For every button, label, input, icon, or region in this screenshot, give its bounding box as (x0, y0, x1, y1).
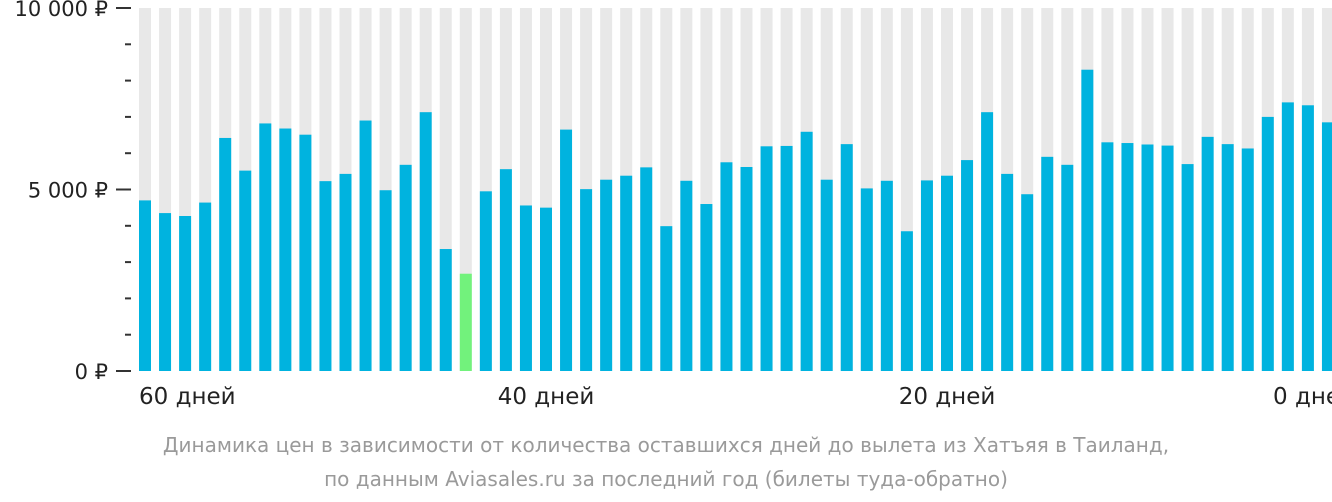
bar (1241, 148, 1254, 371)
bar (1141, 144, 1154, 371)
bar (820, 179, 833, 371)
bar (1321, 122, 1332, 371)
price-bar-chart: 0 ₽ 5 000 ₽ 10 000 ₽ 60 дней 40 дней 20 дней… (14, 0, 1332, 410)
bar (740, 166, 753, 371)
bar (560, 129, 573, 371)
bar (580, 189, 593, 371)
bar (239, 170, 252, 371)
x-axis: 60 дней 40 дней 20 дней 0 дней (139, 384, 1332, 410)
y-tick-label: 0 ₽ (75, 360, 108, 384)
bar (880, 180, 893, 371)
bar (1061, 164, 1074, 371)
x-tick-label: 60 дней (139, 384, 236, 410)
bar (379, 190, 392, 371)
bar (179, 216, 192, 371)
bar (1161, 145, 1174, 371)
caption-line-1: Динамика цен в зависимости от количества… (162, 433, 1170, 457)
caption-line-2: по данным Aviasales.ru за последний год … (324, 467, 1008, 491)
x-tick-label: 20 дней (899, 384, 996, 410)
bar (920, 180, 933, 371)
bar (1281, 102, 1294, 371)
bar (961, 160, 974, 371)
bar (1081, 69, 1094, 372)
bar (800, 131, 813, 371)
bar (1181, 164, 1194, 371)
bar (319, 181, 332, 371)
x-tick-label: 0 дней (1273, 384, 1332, 410)
bar (760, 146, 773, 371)
bar-highlight (459, 273, 472, 371)
bar (680, 180, 693, 371)
bar (499, 169, 512, 371)
bar (1221, 144, 1234, 372)
bar (1001, 173, 1014, 371)
bar (359, 120, 372, 371)
bar (840, 144, 853, 372)
bar (139, 200, 151, 371)
y-tick-label: 10 000 ₽ (14, 0, 108, 21)
bar (259, 123, 272, 372)
bar (219, 137, 232, 371)
bar (439, 249, 452, 371)
bar (640, 167, 653, 371)
bar (1021, 194, 1034, 371)
bar (780, 145, 793, 371)
bar (479, 191, 492, 371)
bar (700, 204, 713, 371)
bar (299, 134, 312, 371)
bar (399, 164, 412, 371)
bar (339, 173, 352, 371)
bar (1201, 136, 1214, 371)
bar (981, 112, 994, 372)
bar (1121, 143, 1134, 371)
bar (540, 207, 552, 371)
bar (1301, 105, 1314, 371)
bar (159, 213, 172, 371)
y-tick-label: 5 000 ₽ (28, 179, 108, 203)
bar (199, 202, 212, 371)
y-axis: 0 ₽ 5 000 ₽ 10 000 ₽ (14, 0, 131, 384)
background-column (1021, 8, 1034, 371)
bar (1041, 156, 1054, 371)
bar (600, 179, 613, 371)
bar (279, 128, 292, 371)
bar (900, 231, 913, 371)
bar (941, 175, 953, 371)
bar (660, 226, 673, 371)
bar (620, 175, 633, 371)
bar (860, 188, 873, 371)
x-tick-label: 40 дней (498, 384, 595, 410)
bar (419, 112, 432, 372)
bar (519, 205, 532, 371)
bar (720, 162, 733, 371)
bar (1261, 116, 1274, 372)
bar (1101, 142, 1114, 371)
bars (139, 69, 1332, 372)
